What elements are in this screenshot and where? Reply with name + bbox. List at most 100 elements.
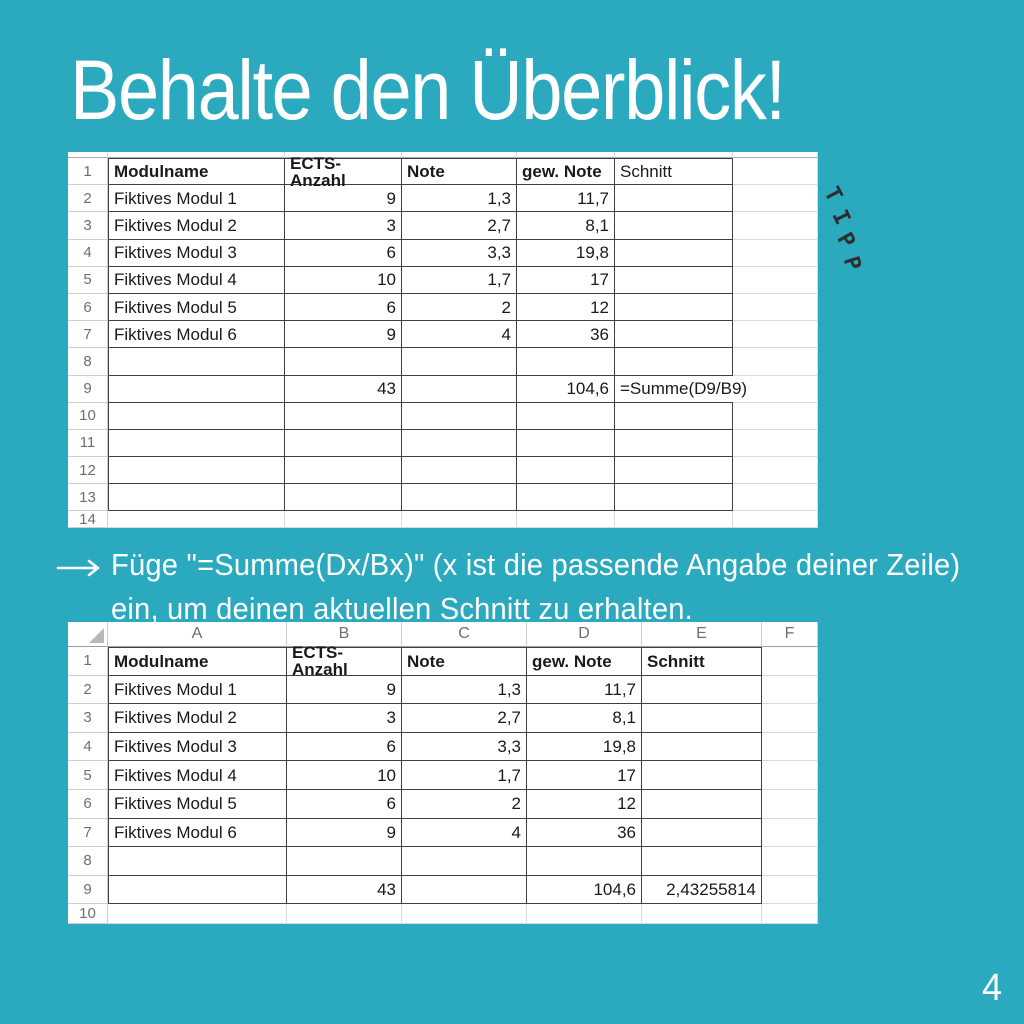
cell: 6 — [287, 732, 402, 762]
row-number: 14 — [68, 511, 108, 528]
cell: Fiktives Modul 4 — [108, 761, 287, 790]
cell: 9 — [285, 185, 402, 213]
cell — [108, 484, 285, 512]
cell: 10 — [287, 761, 402, 790]
header-cell: Modulname — [108, 647, 287, 676]
cell — [762, 732, 818, 762]
row-number: 13 — [68, 484, 108, 512]
cell — [615, 429, 733, 458]
cell — [287, 904, 402, 924]
cell — [615, 266, 733, 294]
spreadsheet-screenshot-bottom: A B C D E F 1 Modulname ECTS-Anzahl Note gew. Note… — [68, 622, 818, 924]
cell — [402, 375, 517, 403]
cell — [733, 375, 818, 403]
row-number: 2 — [68, 185, 108, 213]
cell — [402, 904, 527, 924]
cell — [527, 904, 642, 924]
row-number: 7 — [68, 321, 108, 349]
column-letter: C — [402, 622, 527, 647]
cell: 4 — [402, 818, 527, 848]
cell: Fiktives Modul 6 — [108, 818, 287, 848]
cell — [642, 847, 762, 876]
header-cell: gew. Note — [527, 647, 642, 676]
header-cell: Note — [402, 647, 527, 676]
column-header-sliver — [108, 152, 285, 158]
row-number: 1 — [68, 158, 108, 186]
cell — [733, 348, 818, 376]
page-title: Behalte den Überblick! — [70, 43, 786, 137]
cell — [285, 457, 402, 485]
cell — [517, 348, 615, 376]
cell — [733, 185, 818, 213]
column-letter: A — [108, 622, 287, 647]
cell: 3 — [287, 704, 402, 733]
cell — [642, 789, 762, 819]
cell: 43 — [285, 375, 402, 403]
cell — [642, 675, 762, 705]
cell — [108, 429, 285, 458]
cell: 2 — [402, 789, 527, 819]
cell — [762, 875, 818, 905]
cell: 3 — [285, 212, 402, 240]
cell: 12 — [527, 789, 642, 819]
cell — [108, 402, 285, 430]
row-number: 11 — [68, 429, 108, 458]
row-number: 4 — [68, 239, 108, 267]
tip-letter: I — [826, 206, 855, 229]
cell: 2 — [402, 293, 517, 322]
cell: Fiktives Modul 2 — [108, 704, 287, 733]
cell — [402, 457, 517, 485]
header-cell: gew. Note — [517, 158, 615, 186]
cell — [762, 647, 818, 676]
cell: 36 — [517, 321, 615, 349]
row-number: 1 — [68, 647, 108, 676]
cell — [762, 818, 818, 848]
cell — [762, 847, 818, 876]
row-number: 2 — [68, 675, 108, 705]
row-number: 4 — [68, 732, 108, 762]
cell: Fiktives Modul 3 — [108, 732, 287, 762]
cell: 104,6 — [517, 375, 615, 403]
cell: Fiktives Modul 5 — [108, 789, 287, 819]
cell — [733, 402, 818, 430]
cell: 9 — [287, 675, 402, 705]
column-letter: F — [762, 622, 818, 647]
cell: 17 — [527, 761, 642, 790]
column-letter: E — [642, 622, 762, 647]
instruction-arrow-icon — [56, 558, 102, 583]
cell: 104,6 — [527, 875, 642, 905]
cell: 17 — [517, 266, 615, 294]
cell — [285, 429, 402, 458]
cell: 8,1 — [517, 212, 615, 240]
cell — [642, 761, 762, 790]
select-all-triangle-icon — [89, 628, 104, 643]
row-number: 10 — [68, 402, 108, 430]
header-cell: ECTS-Anzahl — [285, 155, 402, 189]
cell: 10 — [285, 266, 402, 294]
cell — [733, 212, 818, 240]
row-number: 3 — [68, 704, 108, 733]
row-number: 5 — [68, 266, 108, 294]
cell — [402, 402, 517, 430]
cell — [762, 789, 818, 819]
cell — [517, 429, 615, 458]
row-number: 9 — [68, 375, 108, 403]
cell: 19,8 — [527, 732, 642, 762]
column-header-sliver — [285, 152, 402, 158]
cell — [527, 847, 642, 876]
cell: 36 — [527, 818, 642, 848]
column-letter: B — [287, 622, 402, 647]
cell — [733, 511, 818, 528]
cell — [615, 212, 733, 240]
row-number: 3 — [68, 212, 108, 240]
cell — [285, 402, 402, 430]
cell — [615, 348, 733, 376]
cell — [517, 457, 615, 485]
instruction-line-1: Füge "=Summe(Dx/Bx)" (x ist die passende… — [111, 547, 961, 582]
cell — [733, 158, 818, 186]
cell — [733, 293, 818, 322]
header-cell: Schnitt — [615, 158, 733, 186]
cell: 12 — [517, 293, 615, 322]
